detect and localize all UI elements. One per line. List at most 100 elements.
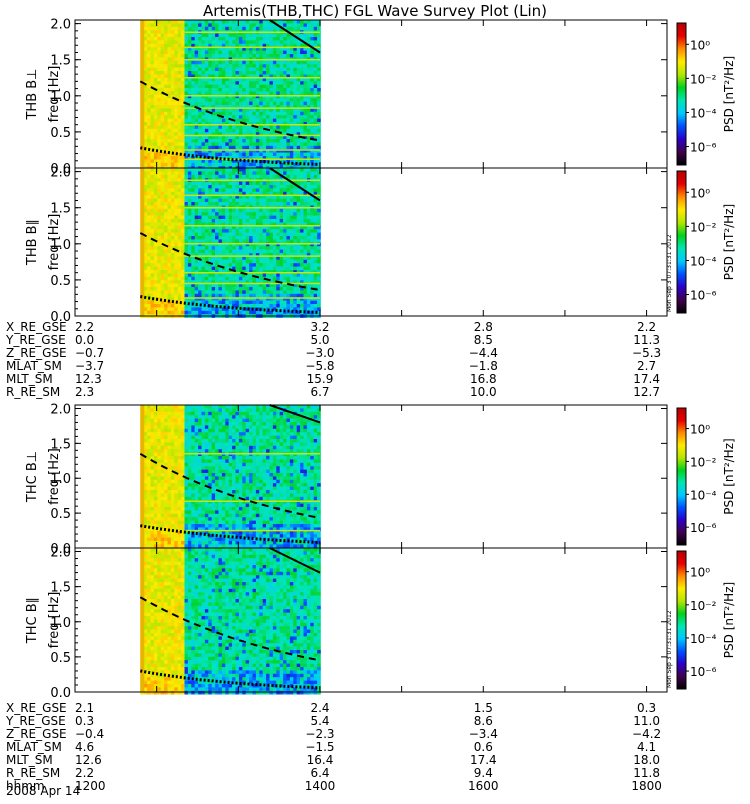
- colorbar-tick-label: 10⁻²: [690, 220, 717, 234]
- ephemeris-value: 16.4: [307, 753, 334, 767]
- ephemeris-value: 18.0: [633, 753, 660, 767]
- ephemeris-value: −0.4: [75, 727, 104, 741]
- ephemeris-label: Z_RE_GSE: [6, 727, 67, 741]
- ephemeris-value: −5.8: [305, 359, 334, 373]
- ephemeris-value: 4.1: [637, 740, 656, 754]
- colorbar-label: PSD [nT²/Hz]: [722, 56, 736, 132]
- colorbar-tick-label: 10⁻⁶: [690, 141, 717, 155]
- ephemeris-value: 2.2: [637, 320, 656, 334]
- ephemeris-value: 17.4: [633, 372, 660, 386]
- spectrogram-cells: [140, 548, 321, 695]
- colorbar-tick-label: 10⁻²: [690, 72, 717, 86]
- y-tick-label: 2.0: [50, 166, 71, 181]
- ephemeris-value: −1.5: [305, 740, 334, 754]
- spectrogram-cells: [140, 405, 321, 552]
- ephemeris-value: 2.1: [75, 701, 94, 715]
- y-tick-label: 0.5: [50, 274, 71, 289]
- ephemeris-value: 0.0: [75, 333, 94, 347]
- ephemeris-label: X_RE_GSE: [6, 320, 67, 334]
- colorbar-tick-label: 10⁰: [690, 566, 710, 580]
- ephemeris-value: −3.0: [305, 346, 334, 360]
- ephemeris-label: MLT_SM: [6, 753, 53, 767]
- colorbar-label: PSD [nT²/Hz]: [722, 204, 736, 280]
- colorbar-label: PSD [nT²/Hz]: [722, 582, 736, 658]
- ephemeris-value: −4.4: [469, 346, 498, 360]
- timestamp-stamp: Mon Sep 3 07:31:31 2012: [666, 610, 673, 688]
- colorbar-tick-label: 10⁻⁴: [690, 255, 717, 269]
- panel-ylabel: THC B∥: [25, 597, 40, 644]
- ephemeris-label: Z_RE_GSE: [6, 346, 67, 360]
- ephemeris-value: 4.6: [75, 740, 94, 754]
- colorbar-tick-label: 10⁻²: [690, 599, 717, 613]
- ephemeris-value: −4.2: [632, 727, 661, 741]
- ephemeris-value: 15.9: [307, 372, 334, 386]
- ephemeris-value: 12.6: [75, 753, 102, 767]
- ephemeris-value: 2.2: [75, 320, 94, 334]
- ephemeris-value: 11.0: [633, 714, 660, 728]
- ephemeris-label: X_RE_GSE: [6, 701, 67, 715]
- ephemeris-value: 0.3: [637, 701, 656, 715]
- colorbar-tick-label: 10⁻⁴: [690, 488, 717, 502]
- ephemeris-value: 3.2: [310, 320, 329, 334]
- ephemeris-value: −2.3: [305, 727, 334, 741]
- colorbar-tick-label: 10⁻⁶: [690, 665, 717, 679]
- ephemeris-value: 2.3: [75, 385, 94, 399]
- panel-ylabel: THB B⊥: [25, 68, 40, 120]
- colorbar-tick-label: 10⁻⁴: [690, 107, 717, 121]
- ephemeris-value: 5.0: [310, 333, 329, 347]
- ephemeris-value: 0.6: [474, 740, 493, 754]
- ephemeris-value: 1400: [305, 779, 336, 793]
- panel-ylabel-units: freq [Hz]: [47, 448, 62, 505]
- ephemeris-value: 6.7: [310, 385, 329, 399]
- ephemeris-value: −1.8: [469, 359, 498, 373]
- colorbar-tick-label: 10⁻⁶: [690, 289, 717, 303]
- panel-ylabel: THB B∥: [25, 219, 40, 266]
- ephemeris-value: −0.7: [75, 346, 104, 360]
- colorbar: [677, 23, 686, 165]
- ephemeris-value: 16.8: [470, 372, 497, 386]
- colorbar-tick-label: 10⁰: [690, 186, 710, 200]
- footer-date: 2008 Apr 14: [6, 784, 80, 798]
- edge-strip: [140, 20, 144, 168]
- ephemeris-value: 1600: [468, 779, 499, 793]
- ephemeris-value: 17.4: [470, 753, 497, 767]
- colorbar-tick-label: 10⁰: [690, 423, 710, 437]
- ephemeris-value: 11.3: [633, 333, 660, 347]
- spectrogram-cells: [140, 168, 321, 318]
- ephemeris-value: 2.7: [637, 359, 656, 373]
- colorbar-label: PSD [nT²/Hz]: [722, 438, 736, 514]
- ephemeris-label: MLAT_SM: [6, 359, 62, 373]
- ephemeris-label: Y_RE_GSE: [5, 333, 66, 347]
- ephemeris-value: 1.5: [474, 701, 493, 715]
- colorbar-tick-label: 10⁻⁶: [690, 521, 717, 535]
- y-tick-label: 0.5: [50, 651, 71, 666]
- colorbar-tick-label: 10⁰: [690, 38, 710, 52]
- timestamp-stamp: Mon Sep 3 07:31:31 2012: [666, 234, 673, 312]
- ephemeris-value: 11.8: [633, 766, 660, 780]
- y-tick-label: 0.0: [50, 686, 71, 701]
- panel-ylabel-units: freq [Hz]: [47, 214, 62, 271]
- y-tick-label: 2.0: [50, 546, 71, 561]
- y-tick-label: 0.5: [50, 507, 71, 522]
- colorbar: [677, 408, 686, 545]
- ephemeris-value: 5.4: [310, 714, 329, 728]
- ephemeris-value: 10.0: [470, 385, 497, 399]
- figure-title: Artemis(THB,THC) FGL Wave Survey Plot (L…: [203, 2, 547, 20]
- ephemeris-value: −3.4: [469, 727, 498, 741]
- ephemeris-value: 12.3: [75, 372, 102, 386]
- ephemeris-label: MLT_SM: [6, 372, 53, 386]
- panel-ylabel-units: freq [Hz]: [47, 592, 62, 649]
- ephemeris-value: 6.4: [310, 766, 329, 780]
- edge-strip: [140, 168, 144, 316]
- ephemeris-value: 1800: [631, 779, 662, 793]
- ephemeris-value: 8.5: [474, 333, 493, 347]
- y-tick-label: 2.0: [50, 403, 71, 418]
